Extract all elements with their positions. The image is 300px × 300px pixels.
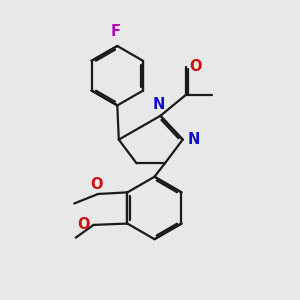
Text: O: O xyxy=(91,177,103,192)
Text: F: F xyxy=(111,24,121,39)
Text: N: N xyxy=(153,97,165,112)
Text: N: N xyxy=(188,132,200,147)
Text: O: O xyxy=(77,218,90,232)
Text: O: O xyxy=(189,59,202,74)
